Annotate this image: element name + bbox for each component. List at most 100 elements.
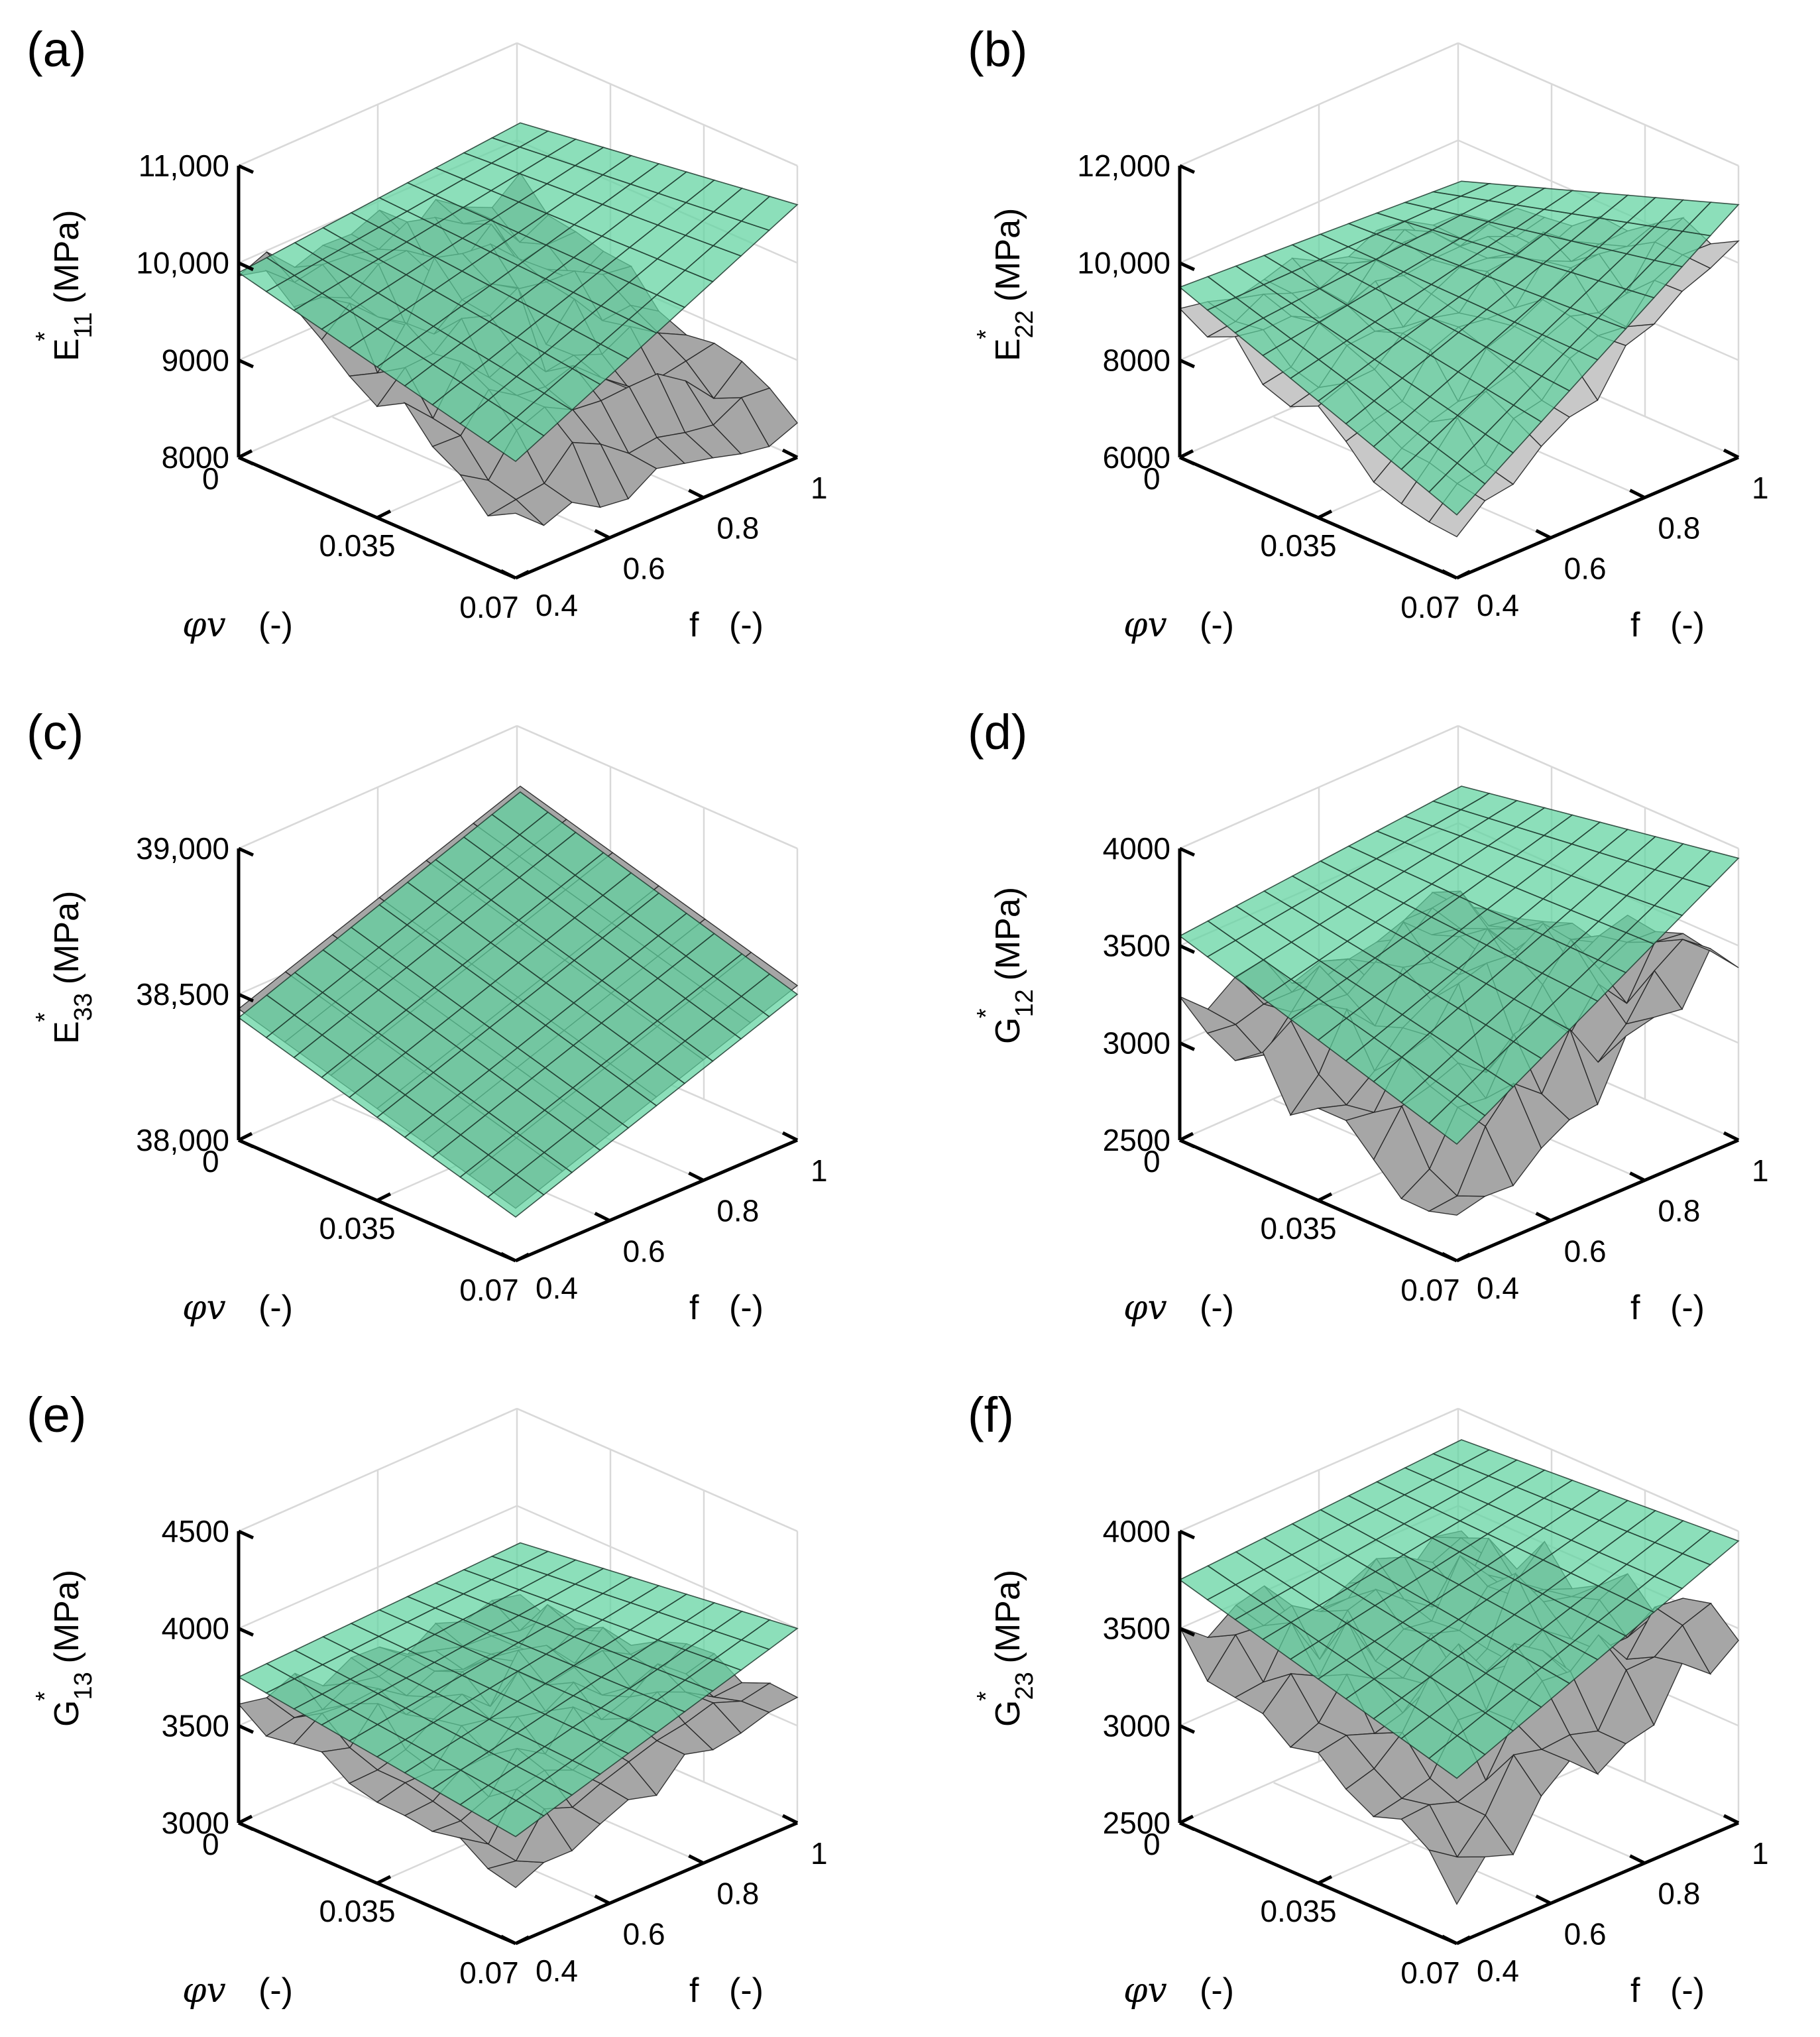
f-tick [1535, 1894, 1552, 1905]
simulated-patch [1682, 939, 1739, 968]
grid-line [1457, 42, 1739, 167]
phi-tick [237, 1132, 253, 1142]
z-tick-label: 4000 [1103, 1514, 1170, 1548]
f-tick [1535, 1212, 1552, 1222]
z-label-superscript: * [31, 1691, 59, 1701]
f-tick [688, 1854, 705, 1865]
fitted-patch [740, 196, 799, 231]
z-tick [1178, 944, 1196, 954]
axes: 6000 8000 10,000 12,000 0 0.035 0.07 0.4 0.6 0.8 1 [1077, 148, 1768, 624]
z-tick-label: 6000 [1103, 440, 1170, 475]
panel-f: 2500 3000 3500 4000 0 0.035 0.07 0.4 0.6 0.8 1 (f) G… [968, 1387, 1769, 2010]
f-tick-label: 1 [811, 1836, 828, 1871]
z-tick-label: 39,000 [136, 831, 229, 866]
f-tick-label: 0.4 [536, 1271, 578, 1305]
phi-tick-label: 0.07 [459, 1273, 519, 1307]
z-tick-label: 3000 [1103, 1708, 1170, 1743]
axes: 3000 3500 4000 4500 0 0.035 0.07 0.4 0.6 0.8 1 [162, 1514, 828, 1990]
f-tick-label: 0.4 [536, 588, 578, 622]
z-label-symbol: E [48, 1021, 86, 1044]
phi-axis-unit: (-) [258, 1289, 293, 1327]
f-axis-unit: (-) [1670, 1289, 1705, 1327]
panel-label: (e) [27, 1387, 86, 1442]
f-axis-label: f [1630, 1971, 1640, 2010]
f-tick [781, 448, 799, 459]
axes: 38,000 38,500 39,000 0 0.035 0.07 0.4 0.6 0.8 1 [136, 831, 827, 1307]
f-tick-label: 0.4 [1477, 1953, 1519, 1988]
grid-line [516, 1505, 798, 1629]
f-tick-label: 0.4 [1477, 1271, 1519, 1305]
z-tick [237, 1627, 255, 1637]
f-axis [515, 455, 798, 580]
fitted-surface [237, 122, 799, 463]
simulated-patch [1428, 1849, 1486, 1906]
z-tick [1178, 1821, 1196, 1832]
panel-label: (f) [968, 1387, 1014, 1442]
phi-tick-label: 0.07 [1400, 1955, 1460, 1990]
phi-tick [1455, 1252, 1471, 1263]
z-label-subscript: 13 [70, 1672, 97, 1700]
z-axis-label: E11 * (MPa) [31, 210, 97, 362]
f-tick-label: 0.8 [716, 1877, 759, 1911]
f-tick [1441, 1251, 1458, 1263]
z-tick-label: 9000 [162, 343, 229, 377]
grid-line [516, 1407, 798, 1533]
z-axis-label: G12 * (MPa) [972, 887, 1039, 1044]
z-label-superscript: * [31, 331, 59, 341]
z-tick-label: 4000 [1103, 831, 1170, 866]
f-tick [1629, 1171, 1646, 1182]
z-tick-label: 3000 [1103, 1025, 1170, 1060]
grid-line [1457, 725, 1739, 850]
z-label-text: E33 * (MPa) [31, 891, 97, 1044]
f-axis-unit: (-) [1670, 606, 1705, 644]
phi-axis-unit: (-) [258, 606, 293, 644]
z-tick-label: 3500 [162, 1708, 229, 1743]
f-tick-label: 1 [1752, 471, 1769, 505]
phi-tick [514, 1252, 530, 1263]
z-label-text: G13 * (MPa) [31, 1570, 97, 1727]
z-label-superscript: * [972, 1008, 1000, 1018]
f-tick [1723, 448, 1740, 459]
phi-axis-unit: (-) [1200, 1289, 1234, 1327]
f-tick [500, 1251, 517, 1263]
z-tick-label: 10,000 [136, 246, 229, 280]
z-tick-label: 38,000 [136, 1123, 229, 1157]
z-tick [1178, 359, 1196, 369]
fitted-surface [1178, 786, 1740, 1145]
f-tick-label: 0.4 [536, 1953, 578, 1988]
panel-b: 6000 8000 10,000 12,000 0 0.035 0.07 0.4 0.6 0.8 1… [968, 22, 1769, 645]
z-label-subscript: 11 [70, 312, 97, 338]
z-label-unit: (MPa) [989, 887, 1027, 981]
z-tick-label: 10,000 [1077, 246, 1170, 280]
phi-tick [237, 449, 253, 459]
z-label-unit: (MPa) [48, 891, 86, 985]
z-tick [1178, 261, 1196, 271]
phi-tick-label: 0 [202, 461, 219, 496]
phi-tick [1317, 1192, 1333, 1202]
z-axis-label: E22 * (MPa) [972, 208, 1039, 361]
grid-line [1273, 1782, 1552, 1904]
z-tick [1178, 164, 1196, 174]
phi-tick-label: 0.07 [459, 590, 519, 624]
f-tick-label: 1 [811, 471, 828, 505]
z-label-superscript: * [972, 329, 1000, 339]
z-label-symbol: G [989, 1018, 1027, 1044]
z-tick [237, 359, 255, 369]
f-tick-label: 1 [1752, 1836, 1769, 1871]
f-axis-unit: (-) [729, 1971, 764, 2010]
phi-tick [1455, 569, 1471, 580]
panel-d: 2500 3000 3500 4000 0 0.035 0.07 0.4 0.6 0.8 1 (d) G… [968, 705, 1769, 1328]
f-tick [500, 1934, 517, 1946]
z-tick-label: 3000 [162, 1806, 229, 1840]
z-tick-label: 11,000 [139, 148, 229, 183]
f-axis-unit: (-) [729, 1289, 764, 1327]
z-label-unit: (MPa) [48, 210, 86, 304]
z-label-unit: (MPa) [989, 208, 1027, 302]
f-tick-label: 0.8 [1658, 1194, 1700, 1228]
fitted-patch [740, 1619, 799, 1650]
phi-axis-label: φv [1123, 1971, 1167, 2010]
grid-line [516, 42, 798, 167]
panel-label: (b) [968, 22, 1027, 77]
f-axis [1456, 1821, 1739, 1946]
